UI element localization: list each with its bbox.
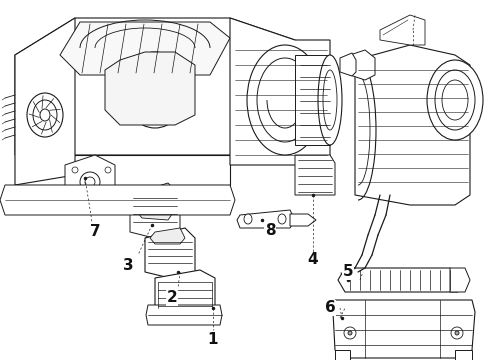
Ellipse shape	[435, 70, 475, 130]
Ellipse shape	[123, 52, 187, 128]
Polygon shape	[350, 50, 375, 80]
Polygon shape	[145, 228, 195, 280]
Polygon shape	[155, 270, 215, 315]
Polygon shape	[355, 45, 470, 205]
Ellipse shape	[451, 327, 463, 339]
Ellipse shape	[348, 331, 352, 335]
Polygon shape	[130, 183, 180, 240]
Polygon shape	[105, 52, 195, 125]
Ellipse shape	[27, 93, 63, 137]
Polygon shape	[15, 18, 75, 185]
Ellipse shape	[105, 167, 111, 173]
Polygon shape	[340, 53, 356, 76]
Polygon shape	[60, 22, 230, 75]
Ellipse shape	[85, 177, 95, 187]
Ellipse shape	[133, 64, 177, 116]
Text: 4: 4	[308, 252, 319, 267]
Ellipse shape	[455, 331, 459, 335]
Ellipse shape	[33, 100, 57, 130]
Ellipse shape	[40, 109, 50, 121]
Ellipse shape	[244, 214, 252, 224]
Polygon shape	[0, 185, 235, 215]
Text: 8: 8	[265, 222, 275, 238]
Polygon shape	[15, 155, 230, 185]
Polygon shape	[146, 305, 222, 325]
Ellipse shape	[72, 192, 78, 198]
Polygon shape	[295, 55, 330, 145]
Text: 6: 6	[324, 301, 335, 315]
Ellipse shape	[247, 45, 323, 155]
Polygon shape	[150, 228, 185, 244]
Ellipse shape	[257, 58, 313, 142]
Polygon shape	[338, 268, 458, 292]
Ellipse shape	[427, 60, 483, 140]
Polygon shape	[333, 300, 475, 358]
Polygon shape	[65, 155, 115, 210]
Polygon shape	[237, 210, 295, 228]
Polygon shape	[137, 200, 175, 220]
Ellipse shape	[323, 70, 337, 130]
Polygon shape	[230, 18, 330, 165]
Ellipse shape	[145, 78, 165, 102]
Ellipse shape	[278, 214, 286, 224]
Ellipse shape	[80, 172, 100, 192]
Polygon shape	[15, 18, 295, 155]
Text: 7: 7	[90, 225, 100, 239]
Text: 2: 2	[167, 291, 177, 306]
Polygon shape	[455, 350, 472, 360]
Ellipse shape	[72, 167, 78, 173]
Polygon shape	[295, 155, 335, 195]
Ellipse shape	[318, 55, 342, 145]
Text: 1: 1	[208, 333, 218, 347]
Polygon shape	[380, 15, 425, 45]
Text: 5: 5	[343, 265, 353, 279]
Text: 3: 3	[122, 257, 133, 273]
Polygon shape	[290, 214, 316, 226]
Polygon shape	[450, 268, 470, 292]
Ellipse shape	[344, 327, 356, 339]
Polygon shape	[335, 350, 350, 360]
